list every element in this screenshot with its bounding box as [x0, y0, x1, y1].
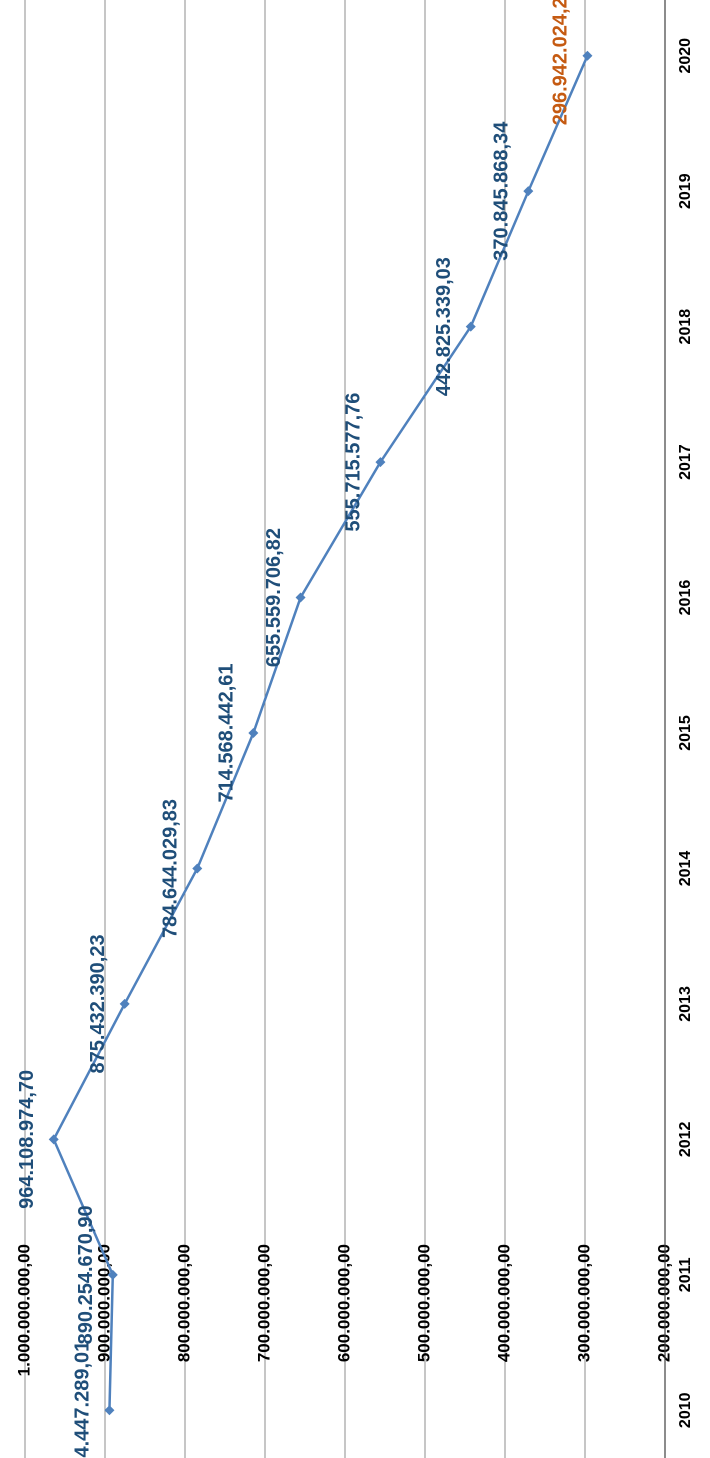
y-tick-label: 1.000.000.000,00 [14, 1244, 33, 1376]
marker [49, 1134, 59, 1144]
x-tick-label: 2010 [677, 1392, 694, 1428]
marker [192, 863, 202, 873]
y-tick-label: 800.000.000,00 [174, 1244, 193, 1362]
data-label: 555.715.577,76 [343, 393, 365, 532]
x-tick-label: 2015 [677, 715, 694, 751]
data-label: 894.447.289,01 [72, 1341, 94, 1458]
data-label: 784.644.029,83 [160, 799, 182, 938]
x-tick-label: 2019 [677, 173, 694, 209]
marker [582, 51, 592, 61]
data-label: 890.254.670,90 [75, 1205, 97, 1344]
y-tick-label: 200.000.000,00 [654, 1244, 673, 1362]
data-label: 964.108.974,70 [16, 1070, 38, 1209]
rotated-chart: 200.000.000,00 300.000.000,00 400.000.000,… [14, 0, 694, 1458]
x-tick-label: 2014 [677, 851, 694, 887]
data-label: 442.825.339,03 [433, 257, 455, 396]
chart: 200.000.000,00 300.000.000,00 400.000.000,… [0, 0, 710, 1458]
x-tick-label: 2017 [677, 444, 694, 480]
marker [120, 999, 130, 1009]
x-tick-label: 2020 [677, 38, 694, 74]
y-tick-label: 600.000.000,00 [334, 1244, 353, 1362]
y-tick-label: 700.000.000,00 [254, 1244, 273, 1362]
x-tick-label: 2016 [677, 580, 694, 616]
data-label: 714.568.442,61 [216, 663, 238, 802]
x-tick-label: 2011 [677, 1257, 694, 1292]
marker [248, 728, 258, 738]
data-label: 296.942.024,29 [550, 0, 572, 125]
marker [104, 1405, 114, 1415]
y-tick-label: 400.000.000,00 [494, 1244, 513, 1362]
x-tick-label: 2012 [677, 1121, 694, 1157]
y-tick-label: 300.000.000,00 [574, 1244, 593, 1362]
data-label: 655.559.706,82 [263, 528, 285, 667]
x-tick-label: 2013 [677, 986, 694, 1022]
marker [523, 186, 533, 196]
y-tick-label: 500.000.000,00 [414, 1244, 433, 1362]
x-tick-label: 2018 [677, 309, 694, 345]
data-label: 875.432.390,23 [87, 934, 109, 1073]
data-label: 370.845.868,34 [491, 121, 513, 261]
